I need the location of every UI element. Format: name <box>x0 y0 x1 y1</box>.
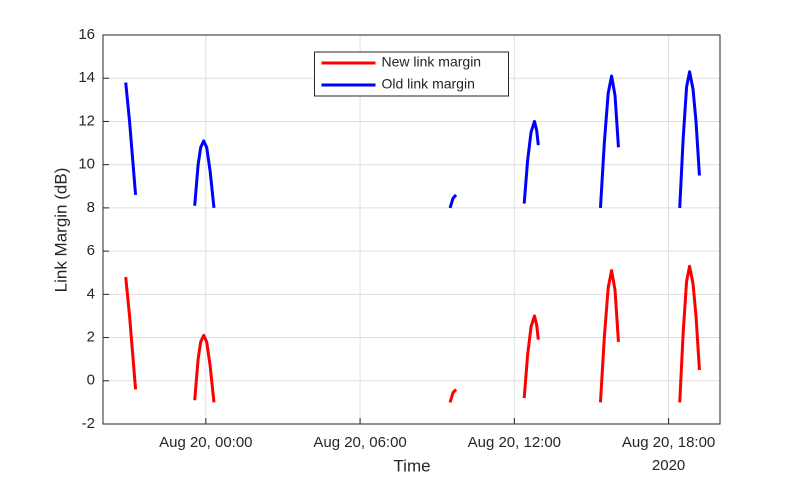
legend-box <box>314 51 509 97</box>
series-line <box>124 264 701 403</box>
x-tick-label: Aug 20, 00:00 <box>159 434 252 451</box>
legend-label: New link margin <box>382 54 482 70</box>
x-tick-label: Aug 20, 06:00 <box>313 434 406 451</box>
y-axis-label: Link Margin (dB) <box>51 168 70 293</box>
y-tick-label: 2 <box>87 329 95 346</box>
y-tick-label: 10 <box>78 156 95 173</box>
x-year-label: 2020 <box>652 457 685 474</box>
x-tick-label: Aug 20, 12:00 <box>468 434 561 451</box>
y-tick-label: 8 <box>87 199 95 216</box>
y-tick-label: 6 <box>87 242 95 259</box>
y-tick-label: 0 <box>87 372 95 389</box>
legend-label: Old link margin <box>382 76 475 92</box>
y-tick-label: 14 <box>78 69 95 86</box>
x-tick-label: Aug 20, 18:00 <box>622 434 715 451</box>
x-axis-label: Time <box>393 456 430 475</box>
y-tick-label: 4 <box>87 285 95 302</box>
y-tick-label: 16 <box>78 26 95 43</box>
y-tick-label: 12 <box>78 112 95 129</box>
y-tick-label: -2 <box>82 415 95 432</box>
series-line <box>124 70 701 209</box>
plot-frame <box>102 34 721 425</box>
